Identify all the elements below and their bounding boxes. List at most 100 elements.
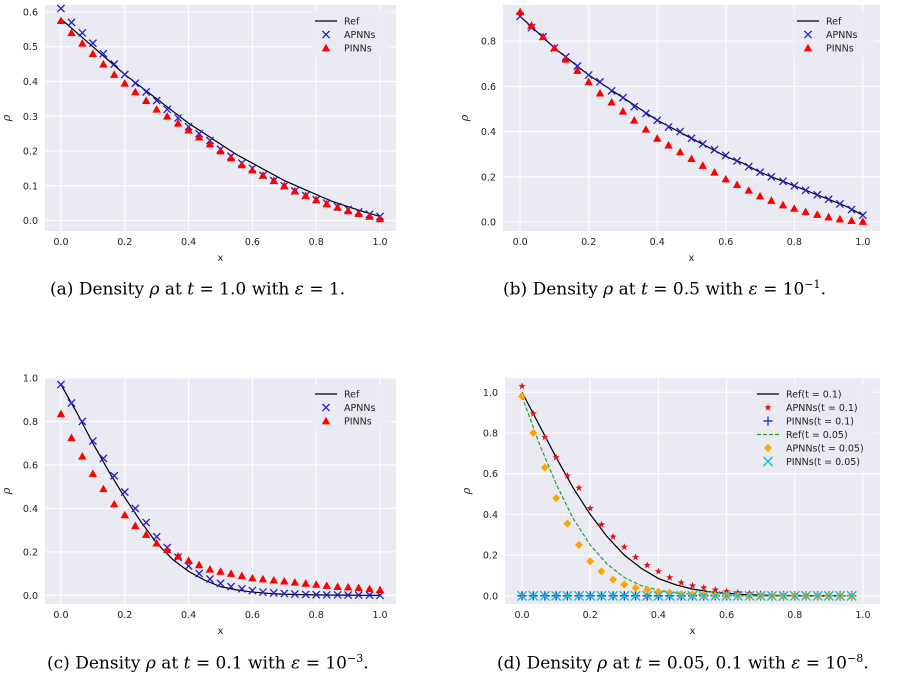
data-point — [619, 590, 630, 601]
data-point — [142, 518, 151, 527]
data-point — [698, 590, 709, 601]
data-point — [835, 199, 844, 208]
data-point — [194, 560, 204, 569]
x-tick-label: 0.8 — [309, 237, 324, 248]
data-point — [595, 88, 605, 97]
data-point — [539, 590, 550, 601]
data-point — [88, 469, 98, 477]
data-point — [767, 172, 776, 181]
data-point — [99, 49, 108, 58]
legend-label: PINNs — [826, 44, 854, 55]
data-point — [824, 195, 833, 204]
data-point — [778, 177, 788, 186]
data-point — [322, 590, 331, 599]
data-point — [78, 39, 87, 47]
x-tick-label: 0.6 — [245, 610, 260, 621]
data-point — [343, 582, 353, 591]
legend-label: Ref — [826, 17, 842, 28]
data-point — [269, 588, 278, 597]
legend-label: PINNs(t = 0.1) — [786, 417, 854, 428]
y-tick-label: 0.6 — [483, 469, 498, 480]
data-point — [835, 590, 846, 601]
data-point — [858, 217, 868, 225]
x-tick-label: 1.0 — [855, 610, 870, 621]
chart-panel-b: 0.0 0.2 0.4 0.6 0.8 1.0 0.0 0.2 0.4 0.6 0.8 x ρ Ref AP… — [458, 5, 880, 264]
data-point — [688, 590, 697, 599]
data-point — [529, 409, 537, 417]
data-point — [88, 39, 97, 48]
data-point — [78, 417, 87, 426]
data-point — [800, 590, 812, 601]
data-point — [846, 590, 857, 601]
data-point — [312, 195, 321, 204]
y-tick-label: 0.6 — [481, 82, 496, 93]
data-point — [733, 156, 742, 165]
data-point — [586, 557, 595, 566]
data-point — [755, 191, 765, 200]
data-point — [823, 590, 834, 601]
data-point — [120, 79, 129, 87]
y-tick-label: 0.1 — [23, 181, 38, 192]
legend-marker — [763, 416, 773, 426]
caption-b: (b) Density ρ at t = 0.5 with ε = 10−1. — [503, 278, 826, 300]
data-point — [767, 196, 776, 204]
data-point — [343, 206, 353, 215]
x-tick-label: 0.2 — [583, 610, 598, 621]
data-point — [354, 583, 363, 592]
data-point — [700, 583, 708, 591]
chart-panel-c: 0.0 0.2 0.4 0.6 0.8 1.0 0.0 0.2 0.4 0.6 0.8 1.0 x ρ Re… — [0, 374, 396, 637]
legend: Ref APNNs PINNs — [312, 11, 390, 58]
data-point — [687, 590, 698, 601]
data-point — [847, 216, 856, 224]
data-point — [375, 585, 385, 594]
data-point — [322, 199, 331, 208]
data-point — [110, 471, 119, 480]
data-point — [654, 567, 663, 575]
data-point — [141, 96, 151, 104]
data-point — [595, 77, 605, 86]
data-point — [237, 584, 246, 593]
data-point — [516, 590, 528, 601]
data-point — [216, 146, 225, 155]
x-tick-label: 0.0 — [53, 610, 68, 621]
x-tick-label: 0.6 — [719, 610, 734, 621]
data-point — [99, 454, 108, 463]
data-point — [744, 186, 753, 194]
data-point — [688, 581, 697, 589]
caption-d: (d) Density ρ at t = 0.05, 0.1 with ε = … — [497, 652, 869, 674]
legend-label: PINNs(t = 0.05) — [786, 457, 860, 468]
data-point — [586, 504, 594, 512]
data-point — [847, 205, 856, 214]
data-point — [801, 186, 810, 195]
legend: Ref(t = 0.1) APNNs(t = 0.1) PINNs(t = 0.1)… — [754, 384, 874, 471]
data-point — [131, 521, 140, 530]
legend-marker — [321, 403, 331, 412]
data-point — [248, 586, 257, 595]
data-point — [99, 484, 108, 493]
legend-label: APNNs — [826, 30, 857, 41]
data-point — [563, 519, 572, 528]
data-point — [835, 214, 845, 223]
data-point — [653, 134, 662, 142]
data-point — [120, 70, 129, 79]
data-point — [226, 153, 236, 162]
data-point — [824, 212, 833, 221]
x-tick-label: 1.0 — [372, 237, 387, 248]
data-point — [630, 102, 639, 111]
data-point — [698, 161, 708, 169]
data-point — [562, 590, 573, 601]
data-point — [142, 87, 151, 96]
data-point — [755, 168, 765, 177]
y-tick-label: 1.0 — [483, 388, 498, 399]
data-point — [56, 380, 66, 389]
data-point — [790, 181, 799, 190]
data-point — [541, 433, 549, 441]
y-tick-label: 0.4 — [23, 504, 38, 515]
legend-marker — [321, 416, 331, 425]
data-point — [527, 21, 536, 29]
data-point — [597, 567, 606, 576]
data-point — [675, 147, 685, 156]
data-point — [677, 589, 686, 598]
legend-label: Ref(t = 0.1) — [786, 390, 842, 401]
data-point — [630, 590, 641, 601]
